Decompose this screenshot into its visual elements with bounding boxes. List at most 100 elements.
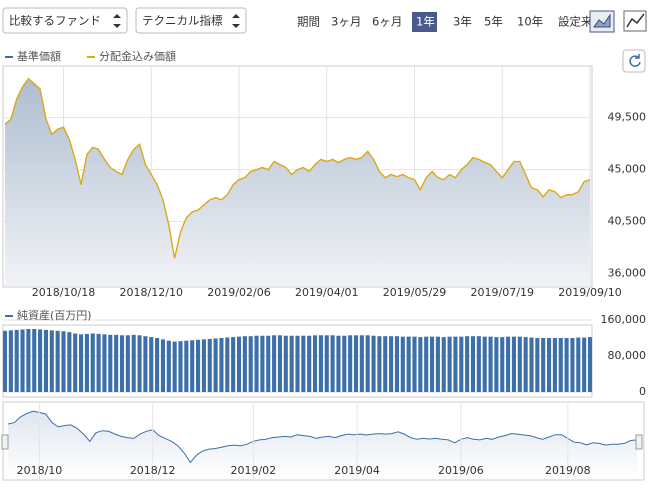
fund-select[interactable] xyxy=(2,7,128,34)
select-label: テクニカル指標 xyxy=(142,14,223,28)
bar xyxy=(470,336,476,392)
bar xyxy=(541,338,546,392)
bar xyxy=(277,335,282,392)
bar xyxy=(529,337,534,392)
bar xyxy=(108,334,113,392)
navigator-handle[interactable] xyxy=(635,434,643,450)
x-tick-label: 2018/12 xyxy=(130,464,176,477)
bar xyxy=(400,336,405,392)
bar xyxy=(511,336,516,392)
x-tick-label: 2019/02 xyxy=(230,464,276,477)
bar xyxy=(131,334,136,392)
bar xyxy=(213,338,218,392)
bar xyxy=(160,339,165,392)
bar xyxy=(494,337,499,392)
bar xyxy=(582,337,587,392)
bar xyxy=(73,333,78,392)
bar xyxy=(289,335,294,392)
bar xyxy=(114,334,119,392)
bar xyxy=(96,333,101,392)
x-tick-label: 2018/10/18 xyxy=(32,286,95,299)
bar xyxy=(447,336,452,392)
period-buttons: 3ヶ月 6ヶ月 1年 3年 5年 10年 設定来 xyxy=(331,12,593,32)
y-tick-label: 0 xyxy=(639,385,646,398)
bar xyxy=(301,335,306,392)
legend-label: 基準価額 xyxy=(17,49,61,63)
bar xyxy=(242,336,247,392)
bar xyxy=(260,335,265,392)
x-tick-label: 2019/04/01 xyxy=(295,286,358,299)
bar xyxy=(172,341,177,392)
bar xyxy=(26,329,31,392)
bar xyxy=(459,336,464,392)
icon-frame xyxy=(623,10,647,32)
period-button[interactable]: 設定来 xyxy=(558,15,593,29)
bar xyxy=(231,337,236,392)
bar xyxy=(558,338,563,392)
reset-button[interactable] xyxy=(622,49,646,73)
bar xyxy=(119,335,125,392)
x-tick-label: 2019/08 xyxy=(545,464,591,477)
bar xyxy=(330,335,335,392)
navigator-handle[interactable] xyxy=(1,434,9,450)
bar xyxy=(2,330,8,392)
y-tick-label: 36,000 xyxy=(608,266,647,279)
bar xyxy=(500,337,505,392)
period-button[interactable]: 5年 xyxy=(484,15,503,29)
bar xyxy=(517,336,522,392)
bar xyxy=(336,335,341,392)
select-arrow xyxy=(232,14,240,28)
bar xyxy=(61,331,66,392)
bar xyxy=(488,336,493,392)
bar xyxy=(178,341,183,392)
bar xyxy=(149,337,154,392)
bar xyxy=(453,336,458,392)
bar xyxy=(348,335,353,392)
period-button[interactable]: 1年 xyxy=(416,15,435,29)
select-arrow xyxy=(113,14,121,28)
bar xyxy=(576,337,581,392)
legend-label: 分配金込み価額 xyxy=(99,49,176,63)
x-tick-label: 2019/02/06 xyxy=(207,286,270,299)
navigator-line xyxy=(7,410,638,464)
bar xyxy=(295,335,300,392)
y-tick-label: 80,000 xyxy=(608,349,647,362)
period-button[interactable]: 10年 xyxy=(517,15,543,29)
area xyxy=(5,78,590,286)
y-tick-label: 160,000 xyxy=(601,313,647,326)
x-tick-label: 2018/12/10 xyxy=(120,286,183,299)
bar xyxy=(254,335,259,392)
bar xyxy=(430,336,435,392)
line-chart-icon[interactable] xyxy=(626,13,645,28)
period-button[interactable]: 3年 xyxy=(453,15,472,29)
bar xyxy=(389,336,394,392)
bar xyxy=(166,340,171,392)
bar xyxy=(377,336,382,392)
navigator-area xyxy=(8,411,637,479)
bar xyxy=(143,336,148,392)
x-tick-label: 2019/04 xyxy=(334,464,380,477)
bar xyxy=(506,336,511,392)
bar xyxy=(14,329,19,392)
y-tick-label: 40,500 xyxy=(608,215,647,228)
indicator-select[interactable] xyxy=(135,7,247,34)
period-button-active[interactable] xyxy=(412,12,437,32)
bar xyxy=(412,336,417,392)
bar xyxy=(43,329,48,392)
bar xyxy=(359,335,364,392)
bar xyxy=(465,336,470,392)
bar xyxy=(535,338,540,392)
y-tick-label: 49,500 xyxy=(608,111,647,124)
bar xyxy=(32,329,37,392)
bar xyxy=(441,337,446,392)
x-tick-label: 2019/09/10 xyxy=(558,286,621,299)
bar xyxy=(137,335,142,392)
bar xyxy=(476,336,481,392)
x-tick-label: 2019/07/19 xyxy=(471,286,534,299)
period-button[interactable]: 3ヶ月 xyxy=(331,15,361,29)
bar xyxy=(55,330,60,392)
bar xyxy=(547,338,552,392)
bar xyxy=(84,333,89,392)
period-button[interactable]: 6ヶ月 xyxy=(372,15,402,29)
